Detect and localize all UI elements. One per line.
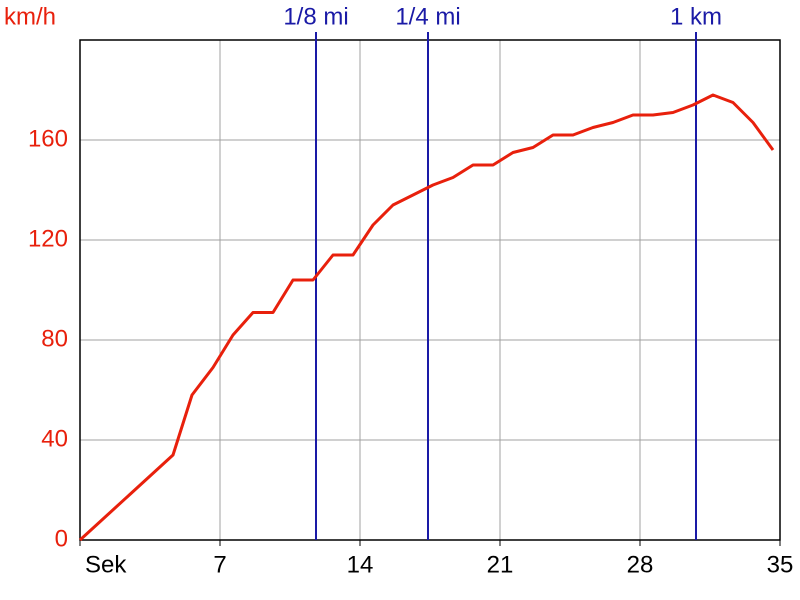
y-tick-label: 160 <box>28 125 68 152</box>
x-tick-label: 21 <box>487 551 514 578</box>
x-tick-label: 28 <box>627 551 654 578</box>
y-axis-label: km/h <box>4 3 56 30</box>
x-tick-label: 35 <box>767 551 794 578</box>
marker-label: 1 km <box>670 3 722 30</box>
x-tick-label: 7 <box>213 551 226 578</box>
y-tick-label: 0 <box>55 525 68 552</box>
y-tick-label: 40 <box>41 425 68 452</box>
marker-label: 1/4 mi <box>395 3 460 30</box>
y-tick-label: 120 <box>28 225 68 252</box>
plot-frame <box>79 39 781 541</box>
data-line <box>78 93 775 542</box>
marker-label: 1/8 mi <box>283 3 348 30</box>
y-tick-label: 80 <box>41 325 68 352</box>
x-tick-label: 14 <box>347 551 374 578</box>
x-tick-label: Sek <box>85 551 127 578</box>
